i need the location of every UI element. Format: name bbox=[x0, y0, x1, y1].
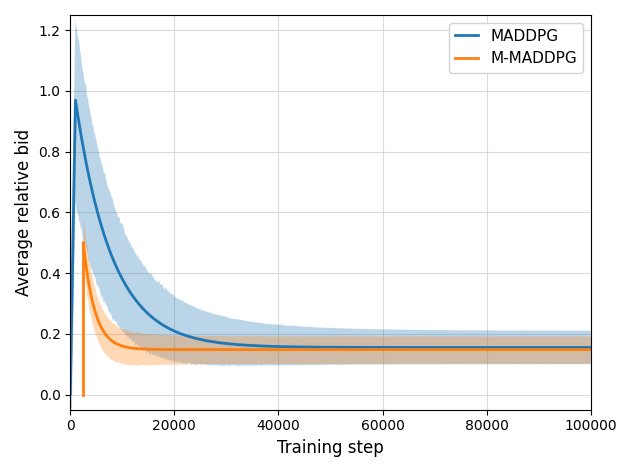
Line: M-MADDPG: M-MADDPG bbox=[83, 243, 591, 350]
M-MADDPG bbox=[228, 347, 235, 353]
MADDPG bbox=[296, 344, 304, 350]
M-MADDPG bbox=[344, 347, 352, 353]
Y-axis label: Average relative bid: Average relative bid bbox=[15, 129, 33, 296]
Legend: MADDPG, M-MADDPG: MADDPG, M-MADDPG bbox=[449, 23, 583, 73]
MADDPG bbox=[277, 344, 285, 349]
X-axis label: Training step: Training step bbox=[277, 439, 384, 457]
M-MADDPG bbox=[396, 347, 403, 353]
MADDPG bbox=[71, 97, 79, 103]
MADDPG bbox=[424, 345, 432, 350]
MADDPG bbox=[587, 345, 595, 350]
M-MADDPG bbox=[454, 347, 462, 353]
M-MADDPG bbox=[424, 347, 432, 353]
M-MADDPG bbox=[80, 240, 87, 246]
M-MADDPG bbox=[112, 340, 119, 346]
MADDPG bbox=[66, 391, 74, 397]
MADDPG bbox=[120, 279, 128, 285]
MADDPG bbox=[473, 345, 480, 350]
MADDPG bbox=[482, 345, 490, 350]
M-MADDPG bbox=[452, 347, 459, 353]
M-MADDPG bbox=[587, 347, 595, 353]
Line: MADDPG: MADDPG bbox=[70, 100, 591, 394]
